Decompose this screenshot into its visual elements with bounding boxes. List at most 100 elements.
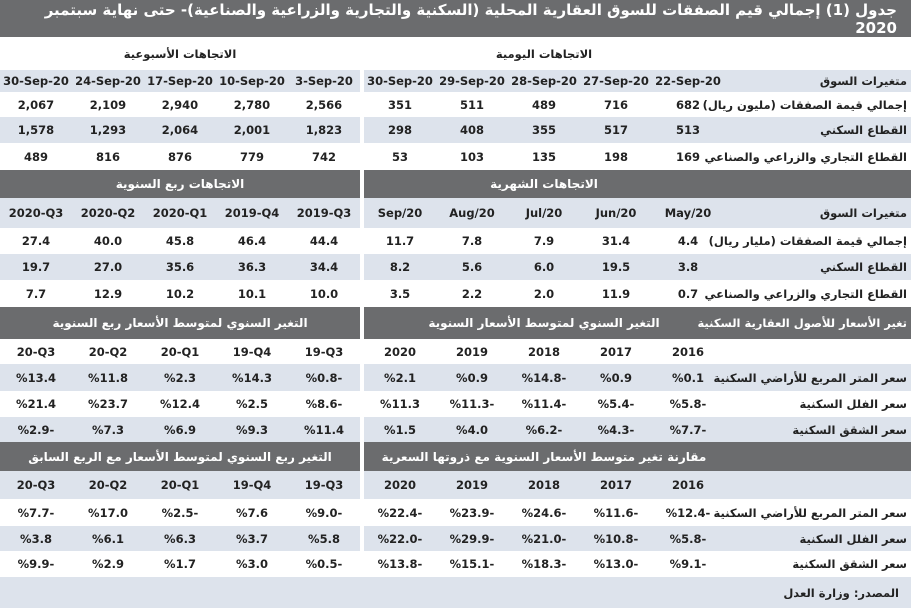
table-cell: %9.3 — [236, 422, 268, 437]
table-cell: %0.5- — [305, 557, 343, 571]
column-header: 24-Sep-20 — [75, 74, 141, 88]
table-cell: 816 — [95, 149, 120, 164]
table-cell: 0.7 — [677, 286, 699, 301]
column-header: 2020-Q1 — [152, 206, 208, 220]
table-cell: 46.4 — [237, 234, 267, 248]
table-cell: %7.6 — [236, 505, 268, 520]
table-cell: %5.8- — [669, 397, 707, 411]
column-header: 30-Sep-20 — [367, 74, 433, 88]
table-cell: 742 — [311, 149, 336, 164]
row-label: سعر الشقق السكنية — [792, 557, 907, 571]
table-cell: 511 — [459, 97, 484, 112]
section-header-left: التغير السنوي لمتوسط الأسعار ربع السنوية — [52, 316, 308, 330]
table-cell: %22.0- — [377, 531, 423, 546]
column-divider — [360, 70, 364, 92]
table-cell: 35.6 — [165, 260, 195, 274]
section-header-row: تغير الأسعار للأصول العقارية السكنية التغ… — [0, 307, 911, 339]
table-cell: 11.9 — [601, 286, 631, 301]
column-header: 20-Q1 — [160, 344, 200, 359]
table-cell: 10.0 — [309, 286, 339, 301]
table-cell: %13.8- — [377, 557, 423, 571]
column-header: 27-Sep-20 — [583, 74, 649, 88]
table-cell: %9.1- — [669, 557, 707, 571]
column-header: 2019 — [455, 344, 488, 359]
table-cell: 298 — [387, 123, 412, 137]
section-header-right: التغير السنوي لمتوسط الأسعار السنوية — [428, 316, 660, 330]
column-divider — [360, 280, 364, 307]
column-header: 30-Sep-20 — [3, 74, 69, 88]
column-header: Jun/20 — [595, 206, 637, 220]
table-cell: %3.8 — [20, 531, 52, 546]
table-cell: %2.9- — [17, 422, 55, 437]
table-cell: 2,940 — [161, 97, 199, 112]
table-cell: %1.7 — [164, 557, 196, 571]
table-cell: %22.4- — [377, 505, 423, 520]
table-body: الاتجاهات اليومية الاتجاهات الأسبوعية متغي… — [0, 37, 911, 608]
table-cell: 1,578 — [17, 123, 55, 137]
table-cell: 169 — [675, 149, 700, 164]
column-header-label — [724, 339, 911, 364]
table-row: سعر الفلل السكنية %5.8- %10.8- %21.0- %29.9-… — [0, 526, 911, 551]
table-cell: %3.0 — [236, 557, 268, 571]
table-cell: %12.4 — [160, 397, 200, 411]
column-header: 2018 — [527, 478, 560, 492]
table-cell: 517 — [603, 123, 628, 137]
column-header: 22-Sep-20 — [655, 74, 721, 88]
table-cell: %2.3 — [164, 370, 196, 385]
row-label: سعر الفلل السكنية — [799, 397, 907, 411]
table-cell: 408 — [459, 123, 484, 137]
source-row: المصدر: وزارة العدل — [0, 577, 911, 608]
table-cell: %7.3 — [92, 422, 124, 437]
column-header: 2019-Q3 — [296, 206, 352, 220]
table-row: إجمالي قيمة الصفقات (مليون ريال) 682 716 48… — [0, 92, 911, 117]
table-row: سعر الشقق السكنية %9.1- %13.0- %18.3- %15.1-… — [0, 551, 911, 577]
row-label: إجمالي قيمة الصفقات (مليون ريال) — [702, 97, 907, 112]
column-divider — [360, 37, 364, 70]
table-title: جدول (1) إجمالي قيم الصفقات للسوق العقار… — [0, 0, 911, 37]
column-header: 17-Sep-20 — [147, 74, 213, 88]
column-header: 28-Sep-20 — [511, 74, 577, 88]
table-cell: 3.5 — [389, 286, 411, 301]
column-divider — [360, 143, 364, 170]
table-cell: 2,780 — [233, 97, 271, 112]
column-header: Aug/20 — [449, 206, 495, 220]
table-cell: %2.5 — [236, 397, 268, 411]
column-divider — [360, 499, 364, 526]
table-cell: 27.4 — [21, 234, 51, 248]
column-header: 19-Q3 — [304, 344, 344, 359]
table-cell: %12.4- — [665, 505, 711, 520]
column-divider — [360, 391, 364, 417]
table-cell: 1,293 — [89, 123, 127, 137]
table-cell: 2.2 — [461, 286, 483, 301]
section-header-left: الاتجاهات ربع السنوية — [115, 177, 245, 191]
table-cell: %6.1 — [92, 531, 124, 546]
column-header: 2018 — [527, 344, 560, 359]
table-cell: 2,109 — [89, 97, 127, 112]
section-3: تغير الأسعار للأصول العقارية السكنية التغ… — [0, 307, 911, 442]
table-cell: %11.8 — [88, 370, 128, 385]
column-header-row: 2016 2017 2018 2019 2020 19-Q3 19-Q4 20-Q1 20-Q2… — [0, 339, 911, 364]
table-row: القطاع السكني 513 517 355 408 298 1,823 2,001 2,… — [0, 117, 911, 143]
column-header: 2020 — [383, 344, 416, 359]
column-header: 10-Sep-20 — [219, 74, 285, 88]
table-cell: 716 — [603, 97, 628, 112]
table-cell: %0.1 — [672, 370, 704, 385]
table-cell: %21.0- — [521, 531, 567, 546]
section-header-right: مقارنة تغير متوسط الأسعار السنوية مع ذرو… — [381, 449, 707, 464]
column-divider — [360, 442, 364, 471]
table-cell: 19.5 — [601, 260, 631, 274]
table-cell: 513 — [675, 123, 700, 137]
column-header: 3-Sep-20 — [295, 74, 353, 88]
table-cell: 34.4 — [309, 260, 339, 274]
column-header-row: متغيرات السوق May/20 Jun/20 Jul/20 Aug/20 Sep… — [0, 198, 911, 228]
table-cell: %2.5- — [161, 505, 199, 520]
table-cell: %23.7 — [88, 397, 128, 411]
column-header: 20-Q2 — [88, 478, 128, 492]
table-cell: 103 — [459, 149, 484, 164]
table-cell: 10.2 — [165, 286, 195, 301]
table-cell: %9.9- — [17, 557, 55, 571]
section-header-label — [724, 37, 911, 70]
column-divider — [360, 364, 364, 391]
table-cell: %8.6- — [305, 397, 343, 411]
table-cell: %6.9 — [164, 422, 196, 437]
